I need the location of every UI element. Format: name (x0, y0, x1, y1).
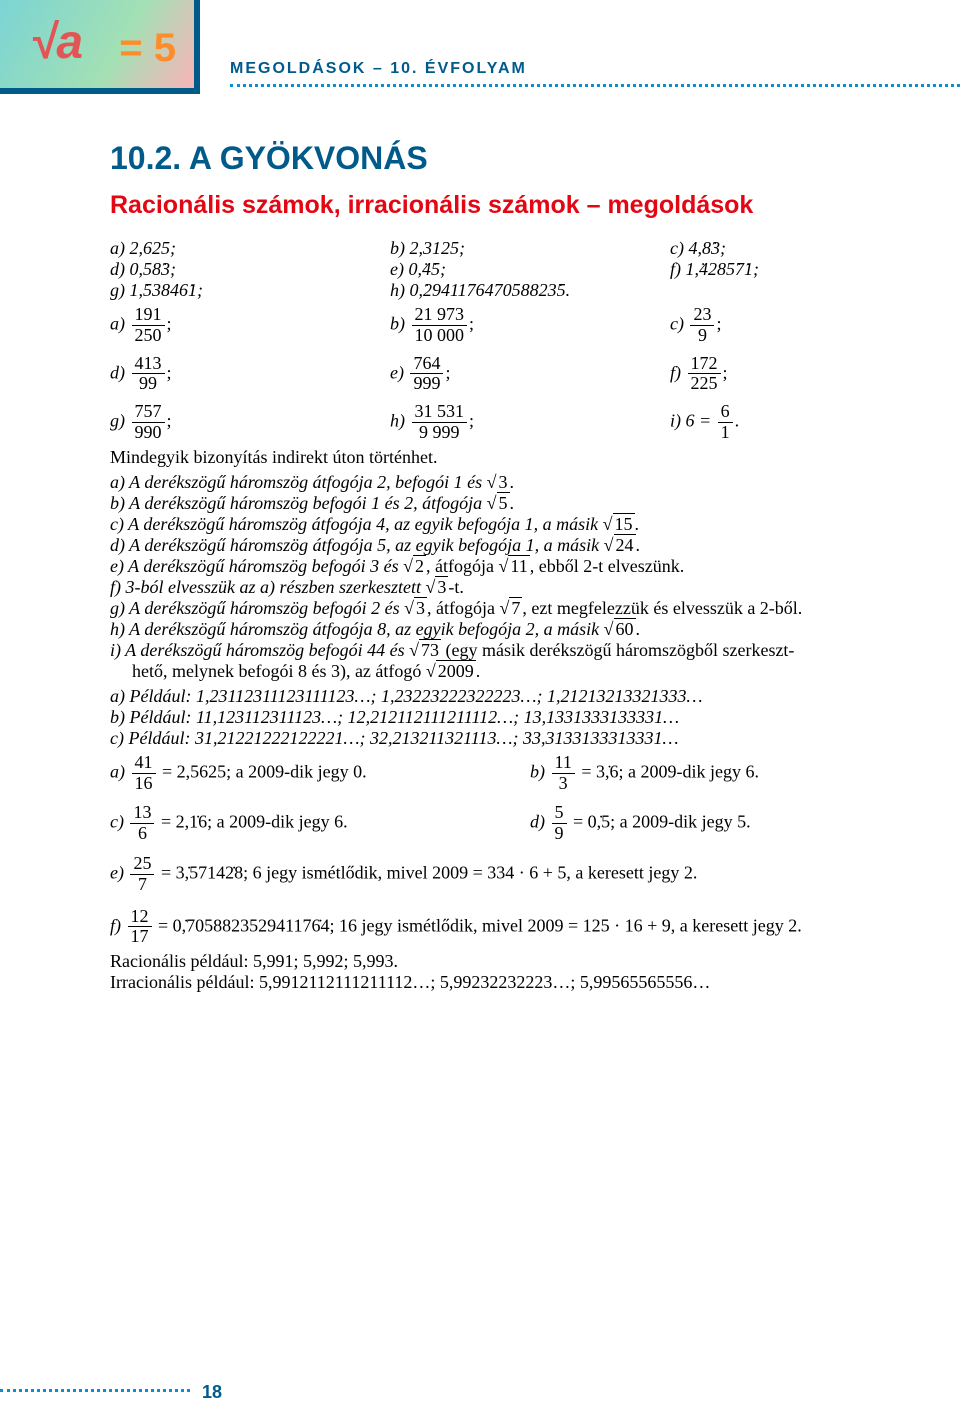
part-b: b) 2,3125; (390, 238, 465, 258)
part-g: g) 1,̇53846̇1; (110, 280, 203, 300)
section-title: Racionális számok, irracionális számok –… (110, 191, 950, 220)
label: a) (110, 313, 125, 333)
label: i) 6 = (670, 411, 711, 431)
problem-2094: 2094 Mindegyik bizonyítás indirekt úton … (110, 447, 950, 468)
label: e) (390, 362, 404, 382)
running-head: MEGOLDÁSOK – 10. ÉVFOLYAM (230, 60, 527, 78)
label: h) (390, 411, 405, 431)
footer-dotted-rule (0, 1389, 190, 1392)
problem-2096: 2096 a) Például: 1,23112311123111123…; 1… (110, 686, 950, 749)
part-e: e) 0,̇4̇5; (390, 259, 446, 279)
header-sqrt-a: √a (30, 15, 83, 70)
text: Mindegyik bizonyítás indirekt úton törté… (110, 447, 437, 467)
line2: Irracionális például: 5,9912112111211112… (110, 972, 950, 993)
label: c) (670, 313, 684, 333)
part-b: b) Például: 11,123112311123…; 12,2121121… (110, 707, 950, 728)
part-d: d) 0,58̇3; (110, 259, 176, 279)
textbook-header-illustration: √a = 5 (0, 0, 200, 94)
part-a: a) 2,625; (110, 238, 176, 258)
problem-2093: 2093 a) 191250; b) 21 97310 000; c) 239;… (110, 305, 950, 443)
line1: Racionális például: 5,991; 5,992; 5,993. (110, 951, 950, 972)
page-number: 18 (190, 1378, 234, 1406)
problem-2092: 2092 a) 2,625; b) 2,3125; c) 4,8̇3; d) 0… (110, 238, 950, 301)
part-h: h) 0,̇294117647058823̇5. (390, 280, 570, 300)
problem-2097: 2097 a) 4116 = 2,5625; a 2009-dik jegy 0… (110, 753, 950, 947)
label: d) (110, 362, 125, 382)
part-c: c) Például: 31,21221222122221…; 32,21321… (110, 728, 950, 749)
label: b) (390, 313, 405, 333)
chapter-title: 10.2. A GYÖKVONÁS (110, 140, 950, 177)
page-content: 10.2. A GYÖKVONÁS Racionális számok, irr… (110, 140, 950, 997)
label: g) (110, 411, 125, 431)
header-dotted-rule (230, 84, 960, 87)
problem-2098: 2098 Racionális például: 5,991; 5,992; 5… (110, 951, 950, 993)
header-eq5: = 5 (119, 26, 176, 71)
part-a: a) Például: 1,23112311123111123…; 1,2322… (110, 686, 950, 707)
problem-2095: 2095 a) A derékszögű háromszög átfogója … (110, 472, 950, 682)
label: f) (670, 362, 681, 382)
part-c: c) 4,8̇3; (670, 238, 726, 258)
part-f: f) 1,̇4285̇7̇1; (670, 259, 759, 279)
